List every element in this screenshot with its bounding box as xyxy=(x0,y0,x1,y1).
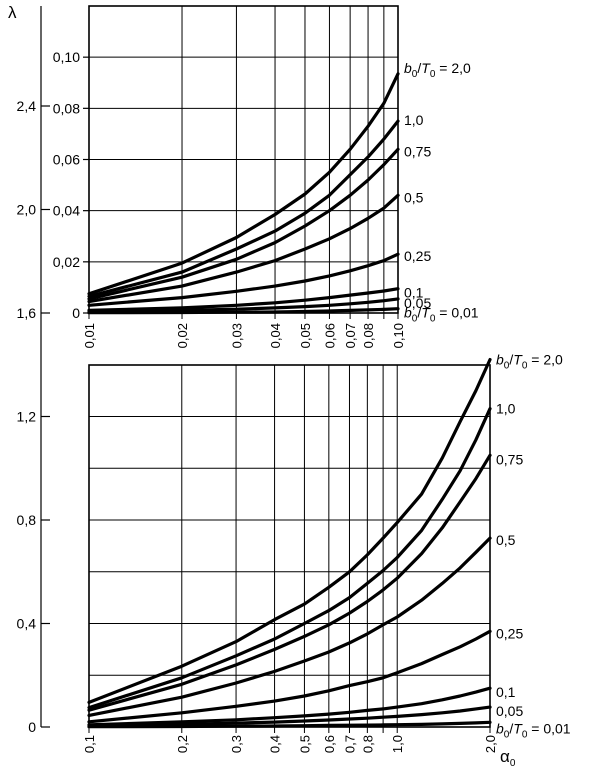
inset-x-tick-0-06: 0,06 xyxy=(322,323,337,348)
inset-curve-b0-t0-2-0 xyxy=(87,72,400,296)
main-curve-0-5 xyxy=(87,536,492,717)
main-curves xyxy=(87,358,492,729)
main-x-tick-0-4: 0,4 xyxy=(268,735,283,753)
lambda-tick-label-0-8: 0,8 xyxy=(17,512,37,528)
lambda-tick-label-1-6: 1,6 xyxy=(17,305,37,321)
main-label-0-1: 0,1 xyxy=(496,684,516,700)
inset-x-tick-0-03: 0,03 xyxy=(229,323,244,348)
main-frame xyxy=(88,364,491,728)
inset-curve-0-05 xyxy=(87,297,400,314)
inset-label-0-1: 0,1 xyxy=(404,285,424,301)
inset-y-tick-0-06: 0,06 xyxy=(53,152,80,168)
inset-label-0-25: 0,25 xyxy=(404,248,431,264)
inset-y-tick-0-10: 0,10 xyxy=(53,49,80,65)
main-x-tick-0-2: 0,2 xyxy=(175,735,190,753)
main-x-tick-0-6: 0,6 xyxy=(322,735,337,753)
x-axis-label: α0 xyxy=(500,747,516,769)
inset-y-tick-0-08: 0,08 xyxy=(53,100,80,116)
main-curve-0-05 xyxy=(87,705,492,728)
inset-curve-0-75 xyxy=(87,147,400,301)
inset-x-tick-0-08: 0,08 xyxy=(361,323,376,348)
inset-x-tick-0-04: 0,04 xyxy=(268,323,283,348)
main-label-b0-t0-0-01: b0/T0 = 0,01 xyxy=(496,720,571,740)
inset-label-0-05: 0,05 xyxy=(404,295,431,311)
inset-x-tick-0-10: 0,10 xyxy=(391,323,406,348)
lambda-tick-label-2-4: 2,4 xyxy=(17,98,37,114)
main-x-tick-1-0: 1,0 xyxy=(390,735,405,753)
inset-curve-0-1 xyxy=(87,287,400,312)
inset-label-1-0: 1,0 xyxy=(404,112,424,128)
main-label-0-25: 0,25 xyxy=(496,625,523,641)
lambda-tick-label-0-4: 0,4 xyxy=(17,616,37,632)
main-x-tick-0-8: 0,8 xyxy=(360,735,375,753)
inset-curve-1-0 xyxy=(87,119,400,298)
inset-curve-0-25 xyxy=(87,252,400,307)
lambda-tick-label-2-0: 2,0 xyxy=(17,202,37,218)
main-x-tick-2-0: 2,0 xyxy=(483,735,498,753)
main-label-0-05: 0,05 xyxy=(496,703,523,719)
main-x-tick-0-7: 0,7 xyxy=(342,735,357,753)
inset-y-tick-0-04: 0,04 xyxy=(53,203,80,219)
inset-x-tick-0-07: 0,07 xyxy=(343,323,358,348)
x-axis-label-base: α xyxy=(500,747,510,766)
inset-label-0-75: 0,75 xyxy=(404,143,431,159)
x-axis-label-sub: 0 xyxy=(510,758,516,769)
inset-label-0-5: 0,5 xyxy=(404,189,424,205)
inset-x-tick-0-02: 0,02 xyxy=(175,323,190,348)
inset-x-tick-0-05: 0,05 xyxy=(298,323,313,348)
main-curve-0-25 xyxy=(87,629,492,724)
main-x-tick-0-3: 0,3 xyxy=(229,735,244,753)
y-axis-label: λ xyxy=(8,3,17,22)
main-curve-1-0 xyxy=(87,407,492,710)
main-curve-0-75 xyxy=(87,453,492,712)
main-curve-b0-t0-0-01 xyxy=(87,720,492,729)
inset-label-b0-t0-2-0: b0/T0 = 2,0 xyxy=(404,60,471,80)
main-label-0-75: 0,75 xyxy=(496,451,523,467)
lambda-tick-label-1-2: 1,2 xyxy=(17,409,37,425)
main-label-0-5: 0,5 xyxy=(496,532,516,548)
inset-curve-b0-t0-0-01 xyxy=(87,307,400,315)
inset-y-tick-0-02: 0,02 xyxy=(53,254,80,270)
main-x-tick-0-5: 0,5 xyxy=(297,735,312,753)
inset-curves xyxy=(87,72,400,315)
main-curve-b0-t0-2-0 xyxy=(87,358,492,704)
inset-y-tick-0: 0 xyxy=(72,305,80,321)
inset-curve-0-5 xyxy=(87,193,400,304)
main-x-tick-0-1: 0,1 xyxy=(82,735,97,753)
main-curve-0-1 xyxy=(87,686,492,727)
main-label-1-0: 1,0 xyxy=(496,401,516,417)
inset-label-b0-t0-0-01: b0/T0 = 0,01 xyxy=(404,305,479,325)
lambda-tick-label-0: 0 xyxy=(28,719,36,735)
inset-x-tick-0-01: 0,01 xyxy=(82,323,97,348)
axes xyxy=(40,6,50,728)
tick-labels: 00,40,81,21,62,02,40,01 0,02 0,03 0,04 0,05 0… xyxy=(17,49,498,753)
main-label-b0-t0-2-0: b0/T0 = 2,0 xyxy=(496,352,563,372)
